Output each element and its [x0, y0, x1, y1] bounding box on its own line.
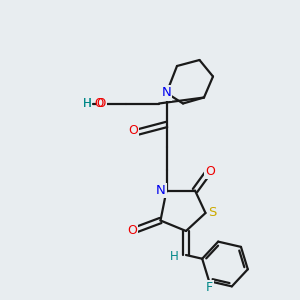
- Text: N: N: [156, 184, 166, 197]
- Text: F: F: [206, 281, 213, 294]
- Text: H: H: [83, 97, 92, 110]
- Text: O: O: [97, 97, 106, 110]
- Text: H: H: [170, 250, 179, 263]
- Text: O: O: [129, 124, 138, 137]
- Text: H: H: [83, 97, 92, 110]
- Text: O: O: [205, 165, 215, 178]
- Text: N: N: [162, 86, 171, 100]
- Text: S: S: [208, 206, 216, 220]
- Text: O: O: [127, 224, 137, 238]
- Text: O: O: [94, 97, 104, 110]
